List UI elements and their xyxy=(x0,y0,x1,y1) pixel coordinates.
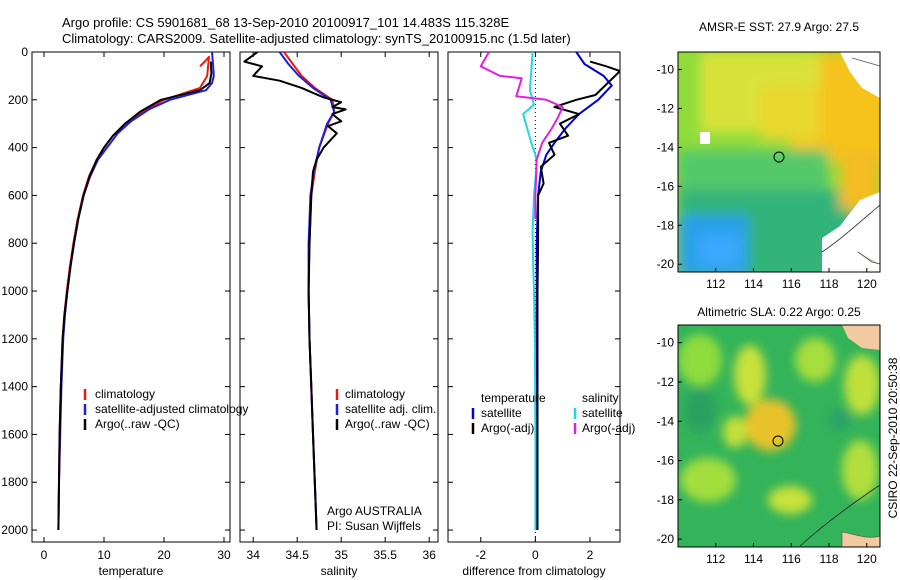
salinity-chart: 34 34.5 35 35.5 36 salinity climatologysatelli… xyxy=(240,51,438,578)
x-tick-label: -2 xyxy=(475,548,486,562)
timestamp-label: CSIRO 22-Sep-2010 20:50:38 xyxy=(886,357,900,518)
sla-map-title: Altimetric SLA: 0.22 Argo: 0.25 xyxy=(697,305,861,319)
x-axis-label: temperature xyxy=(99,564,164,578)
difference-axes xyxy=(447,51,621,543)
legend-label: climatology xyxy=(345,387,405,401)
map-y-tick-label: -18 xyxy=(657,218,675,232)
x-tick-label: 20 xyxy=(157,548,171,562)
map-x-tick-label: 112 xyxy=(706,277,725,291)
series-salinity-argo-adj- xyxy=(479,52,564,220)
legend-label: Argo(..raw -QC) xyxy=(345,417,430,431)
map-y-tick-label: -14 xyxy=(657,140,675,154)
map-x-tick-label: 120 xyxy=(857,277,877,291)
y-tick-label: 1000 xyxy=(1,284,28,298)
sst-map-axes: 112 114 116 118 120 -10 -12 -14 -16 -18 -20 xyxy=(657,63,877,291)
map-y-tick-label: -18 xyxy=(657,493,675,507)
map-y-tick-label: -12 xyxy=(657,375,675,389)
legend-label: temperature xyxy=(481,391,546,405)
legend-label: Argo(-adj) xyxy=(481,421,534,435)
map-y-tick-label: -16 xyxy=(657,454,675,468)
sst-map-image xyxy=(678,52,880,272)
x-tick-label: 35 xyxy=(335,548,349,562)
series-satellite-adj-clim- xyxy=(278,52,336,531)
map-x-tick-label: 120 xyxy=(857,552,877,566)
map-x-tick-label: 116 xyxy=(782,552,801,566)
y-tick-label: 800 xyxy=(8,236,28,250)
x-tick-label: 35.5 xyxy=(374,548,398,562)
x-tick-label: 30 xyxy=(217,548,231,562)
series-climatology xyxy=(57,55,210,531)
series-argo-raw-qc- xyxy=(57,61,213,531)
x-axis-label: salinity xyxy=(321,564,358,578)
x-tick-label: 2 xyxy=(587,548,594,562)
map-y-tick-label: -20 xyxy=(657,532,675,546)
series-salinity-satellite xyxy=(522,52,538,530)
y-tick-label: 200 xyxy=(8,93,28,107)
temperature-chart: 0 10 20 30 temperature 0 200 400 600 800 1000 1200 1… xyxy=(1,45,248,578)
x-tick-label: 34.5 xyxy=(286,548,310,562)
map-x-tick-label: 114 xyxy=(744,552,763,566)
x-tick-label: 36 xyxy=(423,548,437,562)
y-tick-label: 1800 xyxy=(1,475,28,489)
legend-label: climatology xyxy=(95,387,155,401)
map-y-tick-label: -12 xyxy=(657,101,675,115)
map-y-tick-label: -10 xyxy=(657,63,675,77)
legend-label: satellite xyxy=(582,406,623,420)
map-y-tick-label: -10 xyxy=(657,336,675,350)
legend-label: salinity xyxy=(582,391,619,405)
y-tick-label: 400 xyxy=(8,141,28,155)
legend-label: Argo(-adj) xyxy=(582,421,635,435)
sst-map-title: AMSR-E SST: 27.9 Argo: 27.5 xyxy=(699,20,859,34)
map-x-tick-label: 118 xyxy=(819,552,838,566)
map-x-tick-label: 114 xyxy=(744,277,763,291)
y-tick-label: 1400 xyxy=(1,380,28,394)
temperature-axes xyxy=(31,51,231,543)
x-tick-label: 0 xyxy=(532,548,539,562)
difference-chart: -2 0 2 difference from climatology temperatu… xyxy=(448,51,635,578)
legend-label: satellite adj. clim. xyxy=(345,402,436,416)
x-tick-label: 0 xyxy=(41,548,48,562)
annotation-label: Argo AUSTRALIA xyxy=(327,504,422,518)
figure-title-line2: Climatology: CARS2009. Satellite-adjuste… xyxy=(62,31,571,46)
y-tick-label: 0 xyxy=(21,45,28,59)
map-y-tick-label: -20 xyxy=(657,257,675,271)
annotation-label: PI: Susan Wijffels xyxy=(327,519,421,533)
legend-label: satellite xyxy=(481,406,522,420)
legend-label: Argo(..raw -QC) xyxy=(95,417,180,431)
series-temperature-argo-adj- xyxy=(536,60,620,530)
map-x-tick-label: 112 xyxy=(706,552,725,566)
y-tick-label: 1600 xyxy=(1,427,28,441)
sla-argo-marker xyxy=(772,435,784,447)
y-tick-label: 2000 xyxy=(1,523,28,537)
x-tick-label: 10 xyxy=(97,548,111,562)
y-tick-label: 600 xyxy=(8,188,28,202)
map-y-tick-label: -14 xyxy=(657,414,675,428)
map-x-tick-label: 116 xyxy=(782,277,801,291)
figure-title-line1: Argo profile: CS 5901681_68 13-Sep-2010 … xyxy=(62,15,510,30)
legend-label: satellite-adjusted climatology xyxy=(95,402,248,416)
series-temperature-satellite xyxy=(535,52,613,530)
series-argo-raw-qc- xyxy=(243,52,347,531)
sla-map-axes: 112 114 116 118 120 -10 -12 -14 -16 -18 -20 xyxy=(657,336,877,566)
map-x-tick-label: 118 xyxy=(819,277,838,291)
sst-argo-marker xyxy=(773,151,785,163)
sla-map-image xyxy=(678,325,880,547)
y-tick-label: 1200 xyxy=(1,332,28,346)
salinity-axes xyxy=(239,51,439,543)
series-satellite-adjusted-climatology xyxy=(57,52,215,531)
map-y-tick-label: -16 xyxy=(657,179,675,193)
x-tick-label: 34 xyxy=(247,548,261,562)
x-axis-label: difference from climatology xyxy=(462,564,605,578)
